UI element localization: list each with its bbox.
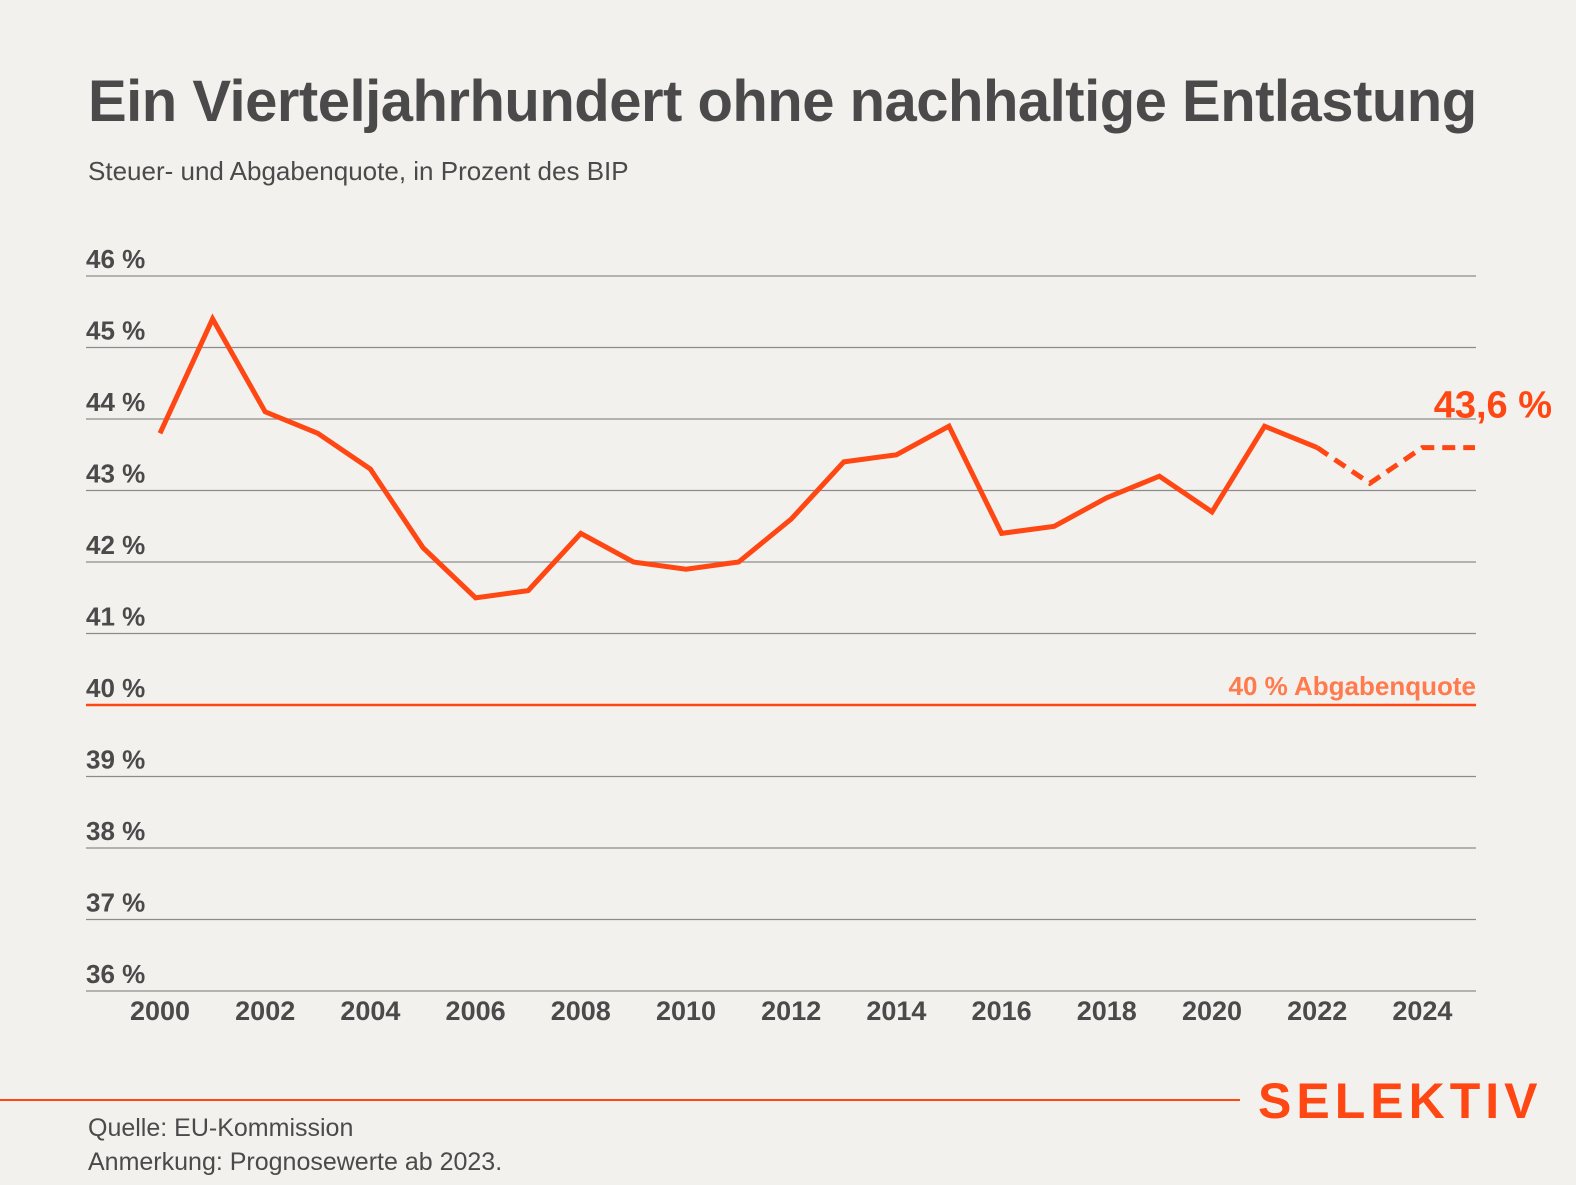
x-tick-label: 2012	[761, 996, 821, 1026]
series-historical	[157, 313, 1319, 601]
y-tick-label: 39 %	[86, 745, 145, 775]
y-tick-label: 40 %	[86, 673, 145, 703]
y-tick-label: 36 %	[86, 959, 145, 989]
x-tick-label: 2018	[1077, 996, 1137, 1026]
y-axis-labels: 46 % 45 % 44 % 43 % 42 % 41 % 40 % 39 % 38 % 37 %…	[86, 244, 145, 989]
reference-line: 40 % Abgabenquote	[86, 671, 1476, 707]
grid-lines	[86, 275, 1476, 992]
y-tick-label: 43 %	[86, 459, 145, 489]
forecast-note: Anmerkung: Prognosewerte ab 2023.	[88, 1148, 503, 1176]
x-tick-label: 2010	[656, 996, 716, 1026]
chart-subtitle: Steuer- und Abgabenquote, in Prozent des…	[88, 156, 629, 186]
x-tick-label: 2000	[130, 996, 190, 1026]
x-axis-labels: 2000 2002 2004 2006 2008 2010 2012 2014 2016 2018…	[130, 996, 1452, 1026]
annotations: 43,6 %	[1434, 385, 1552, 427]
footer-divider	[0, 1099, 1240, 1101]
x-tick-label: 2024	[1392, 996, 1452, 1026]
x-tick-label: 2002	[235, 996, 295, 1026]
y-tick-label: 44 %	[86, 387, 145, 417]
series-forecast	[1315, 445, 1475, 487]
chart-title: Ein Vierteljahrhundert ohne nachhaltige …	[88, 69, 1477, 134]
y-tick-label: 37 %	[86, 888, 145, 918]
x-tick-label: 2006	[446, 996, 506, 1026]
line-chart: 46 % 45 % 44 % 43 % 42 % 41 % 40 % 39 % 38 % 37 %…	[86, 244, 1552, 1026]
reference-line-label: 40 % Abgabenquote	[1228, 671, 1476, 701]
series-line	[157, 313, 1475, 601]
y-tick-label: 38 %	[86, 816, 145, 846]
source-note: Quelle: EU-Kommission	[88, 1114, 354, 1142]
brand-logo: SELEKTIV	[1258, 1073, 1543, 1129]
end-value-label: 43,6 %	[1434, 385, 1552, 427]
x-tick-label: 2016	[972, 996, 1032, 1026]
x-tick-label: 2020	[1182, 996, 1242, 1026]
y-tick-label: 45 %	[86, 316, 145, 346]
x-tick-label: 2014	[866, 996, 926, 1026]
y-tick-label: 41 %	[86, 602, 145, 632]
y-tick-label: 46 %	[86, 244, 145, 274]
x-tick-label: 2022	[1287, 996, 1347, 1026]
y-tick-label: 42 %	[86, 530, 145, 560]
x-tick-label: 2004	[340, 996, 400, 1026]
x-tick-label: 2008	[551, 996, 611, 1026]
